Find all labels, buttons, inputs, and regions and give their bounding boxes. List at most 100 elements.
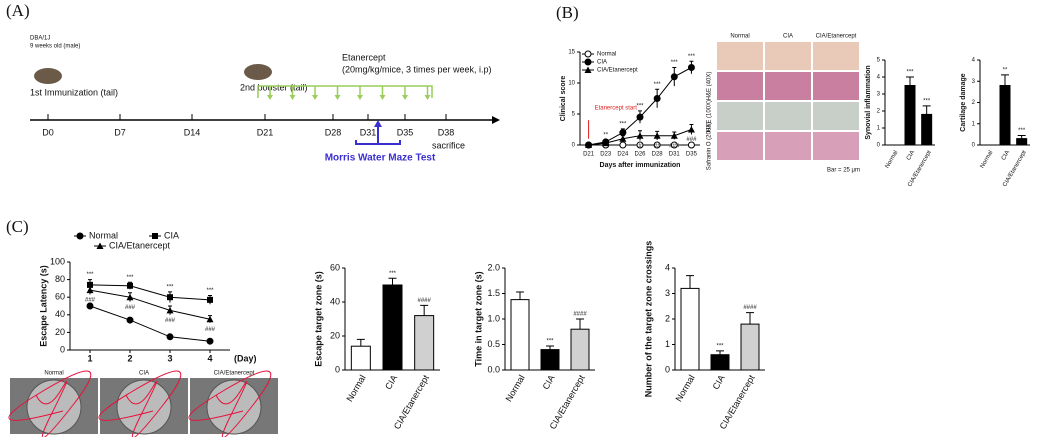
histology-image — [813, 72, 859, 100]
x-tick-label: CIA — [383, 373, 399, 391]
y-axis-label: Cartilage damage — [960, 73, 967, 131]
significance: ### — [125, 305, 136, 311]
legend-label: CIA/Etanercept — [109, 240, 171, 250]
significance: *** — [923, 98, 931, 104]
x-tick-label: Normal — [980, 150, 995, 170]
y-tick-label: 4 — [877, 75, 881, 81]
y-tick-label: 80 — [55, 274, 65, 284]
histology-image — [765, 132, 811, 160]
histology-image — [765, 102, 811, 130]
y-tick-label: 3 — [877, 92, 881, 98]
error-bar — [546, 345, 554, 350]
bar — [540, 349, 560, 371]
y-tick-label: 0 — [877, 143, 881, 149]
marker — [653, 95, 661, 102]
maze-images: Normal CIA CIA/Etanercept — [8, 370, 278, 437]
marker — [687, 141, 695, 149]
bar — [570, 328, 590, 371]
bar — [710, 354, 730, 371]
y-tick-label: 0 — [572, 143, 576, 149]
age: 9 weeks old (male) — [30, 44, 80, 50]
marker — [585, 141, 593, 148]
legend-marker — [152, 233, 158, 239]
swim-path — [8, 370, 92, 437]
y-tick-label: 40 — [330, 296, 340, 306]
error-bar — [716, 350, 724, 355]
x-tick-label: CIA — [1001, 150, 1011, 162]
x-tick-label: 2 — [127, 353, 132, 363]
y-tick-label: 15 — [568, 50, 575, 56]
error-bar — [576, 318, 584, 330]
y-tick-label: 5 — [572, 112, 576, 118]
significance: *** — [1018, 128, 1026, 134]
arrowhead — [492, 116, 500, 124]
y-tick-label: 1 — [972, 121, 976, 127]
histology-column: CIA/Etanercept — [816, 34, 857, 40]
y-axis-label: Clinical score — [560, 76, 567, 122]
y-tick-label: 0 — [60, 344, 65, 354]
x-tick-label: D28 — [652, 152, 664, 158]
marker — [653, 141, 661, 149]
histology-image — [765, 42, 811, 70]
maze-pool — [206, 379, 262, 435]
day-label: D35 — [397, 127, 414, 137]
day-label: D21 — [257, 127, 274, 137]
histology-row: Safranin O (200X) — [707, 122, 713, 170]
dose: (20mg/kg/mice, 3 times per week, i.p) — [342, 64, 492, 74]
legend-label: CIA — [597, 60, 607, 66]
day-label: D31 — [360, 127, 377, 137]
mouse-icon — [244, 64, 272, 80]
panel-label: (B) — [556, 3, 579, 22]
marker — [636, 132, 644, 139]
y-tick-label: 0 — [665, 364, 670, 374]
significance: ### — [686, 137, 697, 143]
y-axis-label: Escape Latency (s) — [38, 265, 48, 347]
bar — [510, 299, 530, 371]
marker — [687, 64, 695, 71]
histology-image — [765, 72, 811, 100]
y-tick-label: 2.0 — [487, 262, 500, 272]
histology-image — [717, 42, 763, 70]
x-tick-label: Normal — [504, 373, 527, 403]
treatment-bracket — [257, 85, 433, 98]
dose-arrows — [267, 86, 431, 100]
marker — [166, 306, 174, 314]
bar — [350, 345, 371, 371]
significance: *** — [688, 54, 696, 60]
significance: #### — [417, 298, 431, 304]
y-tick-label: 40 — [55, 309, 65, 319]
legend-marker — [76, 232, 84, 240]
marker — [687, 126, 695, 133]
maze-pool — [116, 379, 172, 435]
marker — [670, 73, 678, 81]
histology-image — [717, 72, 763, 100]
significance: ### — [669, 143, 680, 149]
error-bar — [420, 304, 429, 316]
series-line — [89, 284, 211, 301]
x-tick-label: CIA — [711, 373, 727, 391]
marker — [619, 129, 627, 137]
y-tick-label: 4 — [665, 262, 670, 272]
y-tick-label: 0 — [972, 143, 976, 149]
y-tick-label: 10 — [568, 81, 575, 87]
significance: *** — [166, 284, 174, 290]
x-axis-label: (Day) — [234, 353, 257, 363]
arrowhead — [289, 95, 296, 100]
arrowhead — [267, 95, 273, 100]
error-bar — [516, 291, 524, 300]
x-tick-label: 3 — [167, 353, 172, 363]
day-label: D7 — [114, 127, 126, 137]
histology: Normal CIA CIA/Etanercept H&E (40X)H&E (100… — [707, 34, 860, 174]
end-label: sacrifice — [432, 140, 465, 150]
significance: # — [638, 143, 642, 149]
significance: *** — [126, 275, 134, 281]
marker — [207, 296, 213, 303]
histology-row: H&E (40X) — [707, 72, 713, 101]
y-tick-label: 4 — [972, 58, 976, 64]
y-tick-label: 5 — [877, 58, 881, 64]
marker — [619, 135, 627, 142]
legend-label: CIA — [164, 230, 179, 240]
arrowhead — [424, 95, 431, 100]
legend-label: Normal — [597, 52, 616, 58]
error-bar — [746, 312, 754, 325]
